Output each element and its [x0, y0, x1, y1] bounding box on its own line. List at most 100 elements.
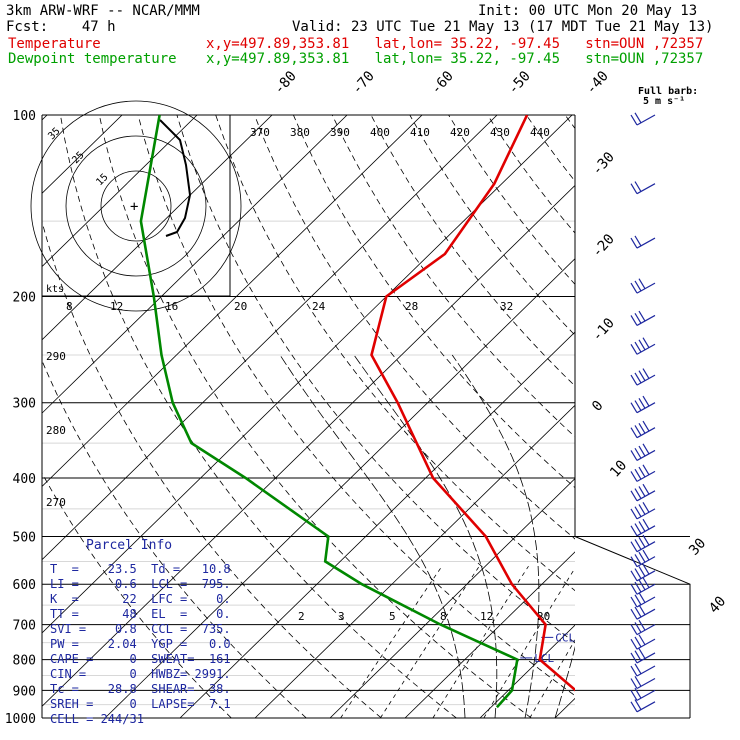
dry-adiabat [98, 115, 532, 718]
wind-barb [630, 483, 656, 502]
barb-flag [630, 690, 638, 701]
barb-staff [636, 570, 656, 582]
barb-flag [634, 235, 642, 247]
wind-key-line2: 5 m s⁻¹ [643, 96, 685, 107]
isotherm-label: -50 [505, 68, 534, 98]
barb-flag [630, 652, 638, 664]
theta-e-label: 24 [312, 300, 326, 313]
wind-barb [630, 501, 656, 520]
isotherm [42, 115, 573, 634]
triangle-edge [230, 535, 691, 718]
theta-label: 410 [410, 126, 430, 139]
isotherm [179, 331, 575, 718]
hodo-ring [30, 100, 242, 312]
barb-staff [636, 556, 656, 568]
barb-flag [638, 551, 646, 563]
mixing-ratio-label: 3 [338, 610, 345, 623]
barb-flag [630, 678, 638, 689]
barb-flag [630, 624, 638, 635]
wind-barb [630, 577, 656, 595]
moist-adiabat [353, 354, 498, 718]
theta-label: 380 [290, 126, 310, 139]
barb-flag [634, 554, 642, 565]
barb-flag [634, 280, 642, 292]
dry-adiabat [176, 115, 575, 644]
barb-flag [642, 577, 650, 588]
dry-adiabat [293, 115, 575, 489]
isotherm-label: -60 [428, 68, 457, 98]
dry-adiabat [448, 115, 575, 285]
barb-staff [636, 343, 656, 355]
dry-adiabat [42, 359, 307, 718]
barb-flag [630, 701, 638, 713]
barb-flag [638, 504, 646, 515]
barb-flag [634, 506, 642, 517]
theta-label: 270 [46, 496, 66, 509]
profiles [139, 115, 575, 709]
isotherm-label: 30 [686, 535, 709, 558]
parcel-line: CELL = 244/31 [50, 712, 144, 726]
barb-flag [634, 181, 642, 192]
barb-flag [630, 402, 638, 414]
isotherm-label: -30 [589, 149, 618, 179]
dry-adiabat [643, 115, 740, 718]
barb-flag [638, 521, 646, 532]
barb-flag [638, 445, 646, 457]
init-time: Init: 00 UTC Mon 20 May 13 [478, 3, 698, 19]
pressure-label: 600 [13, 578, 36, 593]
hodo-units: kts [46, 284, 64, 295]
wind-barb [630, 464, 656, 482]
barb-flag [638, 422, 646, 434]
barb-flag [634, 568, 642, 579]
dry-adiabat [254, 115, 575, 540]
wind-barb [630, 534, 656, 553]
isotherm-label: 10 [607, 457, 630, 480]
mixing-ratio-label: 2 [298, 610, 305, 623]
barb-flag [642, 518, 650, 530]
barb-flag [642, 395, 650, 407]
barb-staff [636, 652, 656, 664]
wind-barb [630, 337, 656, 355]
barb-flag [638, 339, 646, 351]
pressure-label: 100 [13, 109, 36, 124]
isotherm [554, 697, 575, 718]
barb-flag [634, 594, 642, 606]
isotherm-label: -20 [589, 231, 618, 261]
barb-staff [636, 665, 656, 677]
barb-flag [634, 675, 642, 687]
barb-flag [630, 596, 638, 608]
wind-barbs [630, 112, 656, 713]
wind-barb [630, 563, 656, 582]
isotherm [42, 115, 498, 561]
barb-flag [630, 183, 638, 195]
theta-label: 400 [370, 126, 390, 139]
barb-flag [638, 486, 646, 497]
barb-flag [630, 583, 638, 595]
barb-staff [636, 525, 656, 537]
isotherm-label: -10 [589, 315, 618, 345]
model-title: 3km ARW-WRF -- NCAR/MMM [6, 3, 200, 19]
parcel-line: TT = 48 EL = 0. [50, 607, 231, 621]
parcel-line: T = 23.5 Td = 10.8 [50, 562, 231, 576]
barb-staff [636, 237, 656, 249]
barb-staff [636, 608, 656, 620]
wind-barb [630, 181, 656, 195]
theta-e-label: 32 [500, 300, 513, 313]
barb-flag [642, 563, 650, 575]
barb-staff [636, 183, 656, 195]
mixing-ratio-label: 8 [440, 610, 447, 623]
isotherm [42, 115, 198, 268]
barb-flag [634, 468, 642, 480]
barb-staff [636, 490, 656, 502]
theta-e-label: 16 [165, 300, 178, 313]
isotherm [705, 115, 740, 718]
dry-adiabat [564, 115, 575, 130]
theta-e-label: 12 [110, 300, 123, 313]
parcel-line: K = 22 LFC = 0. [50, 592, 231, 606]
barb-staff [636, 282, 656, 294]
wind-barb [630, 604, 656, 620]
isotherm [42, 115, 273, 341]
barb-flag [630, 665, 638, 677]
hodo-ring-label: 35 [46, 126, 62, 142]
